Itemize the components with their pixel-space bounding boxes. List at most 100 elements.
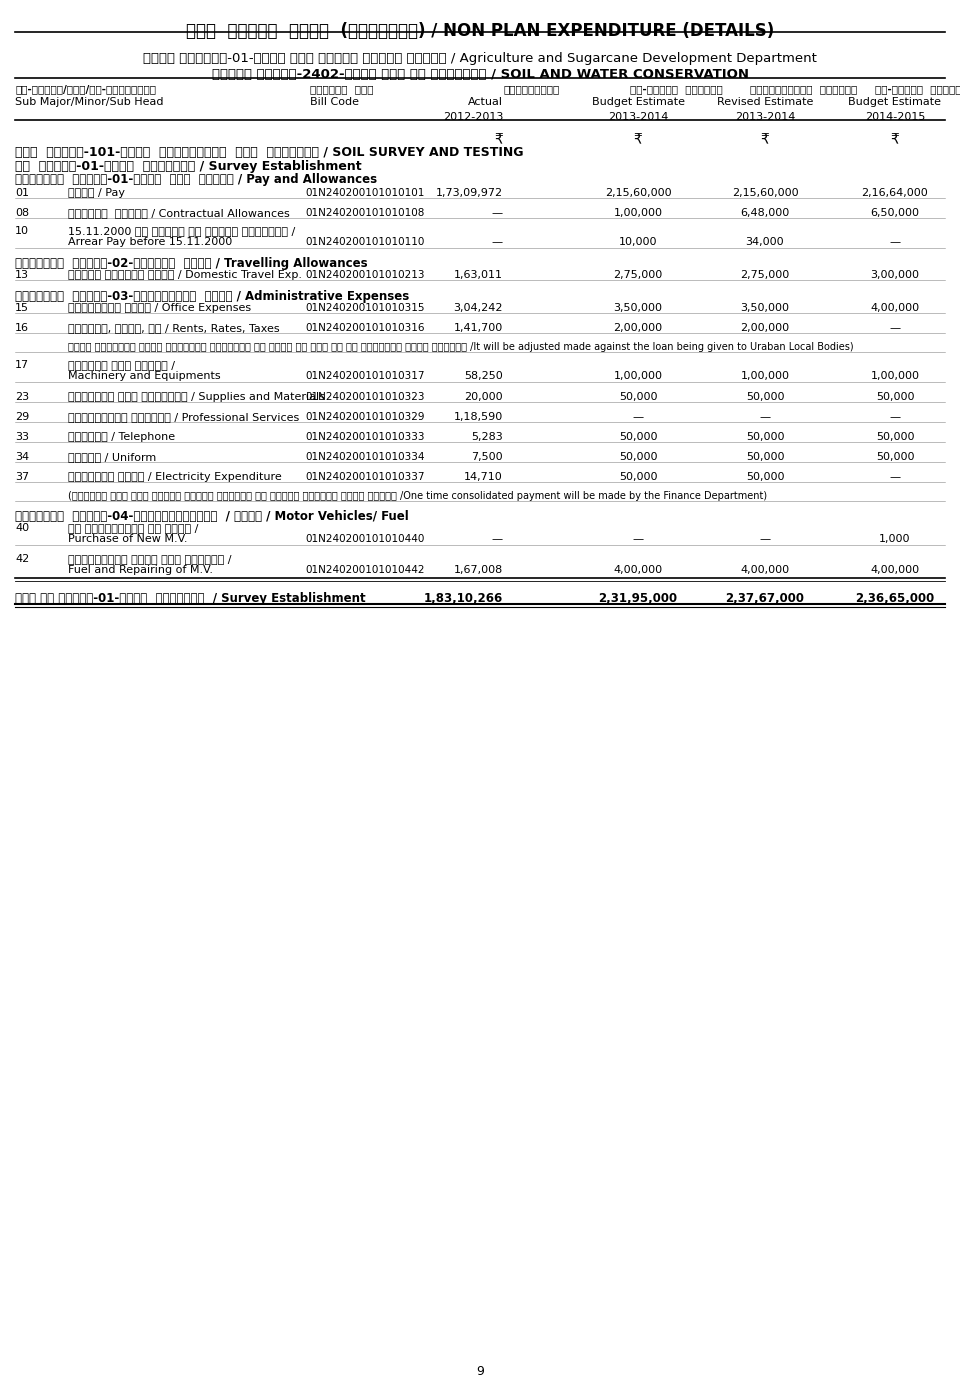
Text: —: — [889, 472, 900, 483]
Text: (समेकित रूप में वित्त विभाग द्वारा एक मुश्त भुगतान किया जाएगा /One time consolid: (समेकित रूप में वित्त विभाग द्वारा एक मु… [68, 491, 767, 501]
Text: 1,00,000: 1,00,000 [613, 208, 662, 218]
Text: ₹: ₹ [760, 132, 769, 146]
Text: दूरभाष / Telephone: दूरभाष / Telephone [68, 432, 175, 443]
Text: 1,41,700: 1,41,700 [454, 323, 503, 332]
Text: गैर  योजना  व्यय  (विस्तृत) / NON PLAN EXPENDITURE (DETAILS): गैर योजना व्यय (विस्तृत) / NON PLAN EXPE… [186, 22, 774, 40]
Text: 50,000: 50,000 [876, 392, 914, 403]
Text: 50,000: 50,000 [876, 432, 914, 443]
Text: —: — [889, 412, 900, 422]
Text: 01N240200101010440: 01N240200101010440 [305, 534, 424, 543]
Text: 2,15,60,000: 2,15,60,000 [605, 188, 671, 199]
Text: 6,50,000: 6,50,000 [871, 208, 920, 218]
Text: 01N240200101010316: 01N240200101010316 [305, 323, 424, 332]
Text: विद्युत व्यय / Electricity Expenditure: विद्युत व्यय / Electricity Expenditure [68, 472, 281, 483]
Text: 08: 08 [15, 208, 29, 218]
Text: 6,48,000: 6,48,000 [740, 208, 790, 218]
Text: 01N240200101010108: 01N240200101010108 [305, 208, 424, 218]
Text: 23: 23 [15, 392, 29, 403]
Text: —: — [759, 534, 771, 543]
Text: देशीय यात्रा व्यय / Domestic Travel Exp.: देशीय यात्रा व्यय / Domestic Travel Exp. [68, 270, 302, 280]
Text: Sub Major/Minor/Sub Head: Sub Major/Minor/Sub Head [15, 97, 163, 108]
Text: —: — [492, 534, 503, 543]
Text: 1,18,590: 1,18,590 [454, 412, 503, 422]
Text: 50,000: 50,000 [746, 472, 784, 483]
Text: 1,00,000: 1,00,000 [740, 371, 789, 381]
Text: व्यवसायिक सेवाएं / Professional Services: व्यवसायिक सेवाएं / Professional Services [68, 412, 300, 422]
Text: Budget Estimate: Budget Estimate [591, 97, 684, 108]
Text: 33: 33 [15, 432, 29, 443]
Text: आय-व्ययक  अनुमान: आय-व्ययक अनुमान [630, 84, 723, 94]
Text: 2013-2014: 2013-2014 [608, 112, 668, 121]
Text: 10,000: 10,000 [619, 237, 658, 247]
Text: 50,000: 50,000 [876, 452, 914, 462]
Text: ₹: ₹ [891, 132, 900, 146]
Text: ₹: ₹ [634, 132, 642, 146]
Text: Budget Estimate: Budget Estimate [849, 97, 942, 108]
Text: Bill Code: Bill Code [310, 97, 359, 108]
Text: 1,000: 1,000 [879, 534, 911, 543]
Text: Purchase of New M.V.: Purchase of New M.V. [68, 534, 187, 543]
Text: 14,710: 14,710 [465, 472, 503, 483]
Text: 50,000: 50,000 [619, 472, 658, 483]
Text: उप  शीर्ष-01-सवें  स्थापना / Survey Establishment: उप शीर्ष-01-सवें स्थापना / Survey Establ… [15, 160, 362, 172]
Text: 1,73,09,972: 1,73,09,972 [436, 188, 503, 199]
Text: 15: 15 [15, 303, 29, 313]
Text: 3,50,000: 3,50,000 [740, 303, 789, 313]
Text: 34: 34 [15, 452, 29, 462]
Text: 2,36,65,000: 2,36,65,000 [855, 592, 935, 605]
Text: 2,75,000: 2,75,000 [613, 270, 662, 280]
Text: —: — [889, 237, 900, 247]
Text: 34,000: 34,000 [746, 237, 784, 247]
Text: 16: 16 [15, 323, 29, 332]
Text: विस्तृत  शीर्ष-04-मोटरगाड़ियाँ  / ईंधन / Motor Vehicles/ Fuel: विस्तृत शीर्ष-04-मोटरगाड़ियाँ / ईंधन / M… [15, 510, 409, 523]
Text: —: — [889, 323, 900, 332]
Text: 01N240200101010315: 01N240200101010315 [305, 303, 424, 313]
Text: 29: 29 [15, 412, 29, 422]
Text: योग उप शीर्ष-01-सवें  स्थापना  / Survey Establishment: योग उप शीर्ष-01-सवें स्थापना / Survey Es… [15, 592, 366, 605]
Text: 2,00,000: 2,00,000 [613, 323, 662, 332]
Text: 2,15,60,000: 2,15,60,000 [732, 188, 799, 199]
Text: Fuel and Repairing of M.V.: Fuel and Repairing of M.V. [68, 565, 213, 575]
Text: 3,04,242: 3,04,242 [453, 303, 503, 313]
Text: 15.11.2000 के पूर्व का बकाया वेतनादि /: 15.11.2000 के पूर्व का बकाया वेतनादि / [68, 226, 296, 236]
Text: 20,000: 20,000 [465, 392, 503, 403]
Text: वेतन / Pay: वेतन / Pay [68, 188, 125, 199]
Text: नई मोटरगाड़ी का क्रय /: नई मोटरगाड़ी का क्रय / [68, 523, 199, 534]
Text: 01N240200101010337: 01N240200101010337 [305, 472, 424, 483]
Text: 50,000: 50,000 [746, 392, 784, 403]
Text: Actual: Actual [468, 97, 503, 108]
Text: Revised Estimate: Revised Estimate [717, 97, 813, 108]
Text: विस्तृत  शीर्ष-01-वेतन  एवं  भत्ते / Pay and Allowances: विस्तृत शीर्ष-01-वेतन एवं भत्ते / Pay an… [15, 172, 377, 186]
Text: कार्यालय व्यय / Office Expenses: कार्यालय व्यय / Office Expenses [68, 303, 252, 313]
Text: 37: 37 [15, 472, 29, 483]
Text: 7,500: 7,500 [471, 452, 503, 462]
Text: किराया, दरें, कर / Rents, Rates, Taxes: किराया, दरें, कर / Rents, Rates, Taxes [68, 323, 279, 332]
Text: —: — [492, 237, 503, 247]
Text: 01N240200101010323: 01N240200101010323 [305, 392, 424, 403]
Text: इसका समायोजन शहरी स्थानीय निकायों को दिये जा रहे इण के विरुद्ध किया जायेगा /It w: इसका समायोजन शहरी स्थानीय निकायों को दिय… [68, 342, 853, 352]
Text: 01: 01 [15, 188, 29, 199]
Text: 5,283: 5,283 [471, 432, 503, 443]
Text: 01N240200101010317: 01N240200101010317 [305, 371, 424, 381]
Text: 40: 40 [15, 523, 29, 534]
Text: 2,75,000: 2,75,000 [740, 270, 790, 280]
Text: Machinery and Equipments: Machinery and Equipments [68, 371, 221, 381]
Text: विस्तृत  शीर्ष-03-प्रशासनिक  व्यय / Administrative Expenses: विस्तृत शीर्ष-03-प्रशासनिक व्यय / Admini… [15, 290, 409, 303]
Text: 2012-2013: 2012-2013 [443, 112, 503, 121]
Text: 13: 13 [15, 270, 29, 280]
Text: 1,67,008: 1,67,008 [454, 565, 503, 575]
Text: 2014-2015: 2014-2015 [865, 112, 925, 121]
Text: 9: 9 [476, 1365, 484, 1378]
Text: 50,000: 50,000 [746, 432, 784, 443]
Text: पुनरीक्षित  अनुमान: पुनरीक्षित अनुमान [750, 84, 857, 94]
Text: —: — [759, 412, 771, 422]
Text: 10: 10 [15, 226, 29, 236]
Text: 42: 42 [15, 554, 29, 564]
Text: उप-मुख्य/लघु/उप-शीर्षादि: उप-मुख्य/लघु/उप-शीर्षादि [15, 84, 156, 94]
Text: 01N240200101010213: 01N240200101010213 [305, 270, 424, 280]
Text: विपत्र  कोड: विपत्र कोड [310, 84, 373, 94]
Text: 2,31,95,000: 2,31,95,000 [598, 592, 678, 605]
Text: मोटरगाड़ी ईंधन एवं मरम्मत /: मोटरगाड़ी ईंधन एवं मरम्मत / [68, 554, 231, 564]
Text: मशीनरी एवं उपकरण /: मशीनरी एवं उपकरण / [68, 360, 175, 370]
Text: माँग संख्या-01-कृषि एवं गन्ना विकास विभाग / Agriculture and Sugarcane Developmen: माँग संख्या-01-कृषि एवं गन्ना विकास विभा… [143, 52, 817, 65]
